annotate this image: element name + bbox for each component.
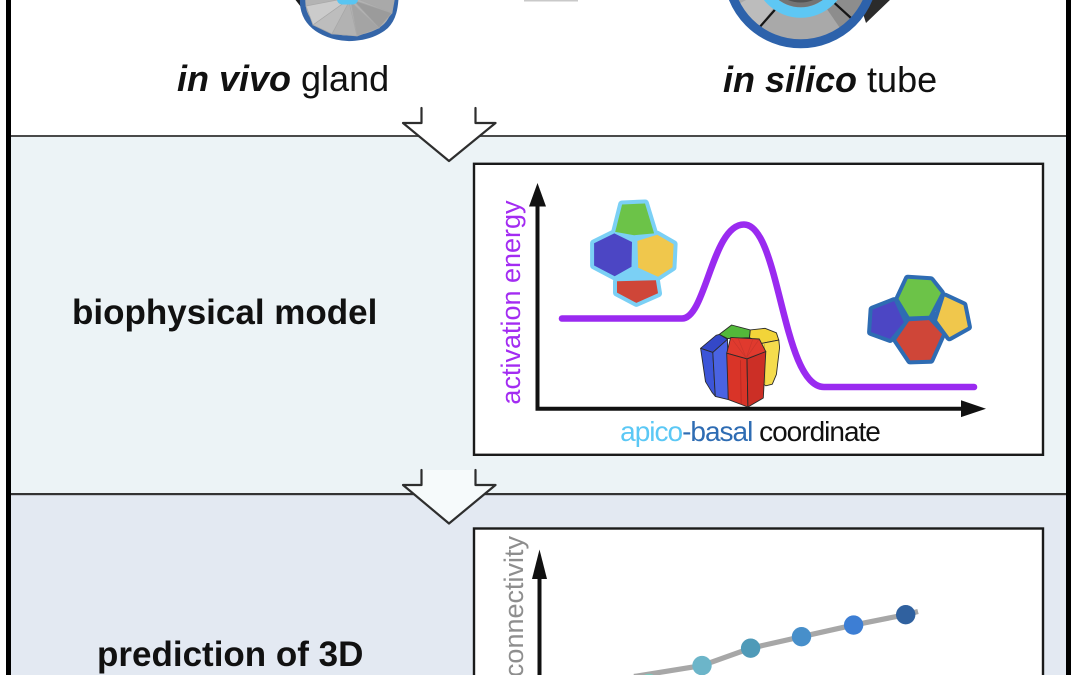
svg-text:in silico tube: in silico tube (723, 59, 937, 100)
svg-text:biophysical model: biophysical model (72, 293, 377, 332)
svg-text:apico-basal coordinate: apico-basal coordinate (620, 416, 880, 447)
svg-text:in vivo gland: in vivo gland (177, 58, 389, 99)
svg-text:prediction of 3D: prediction of 3D (97, 635, 363, 674)
svg-text:connectivity: connectivity (499, 536, 529, 675)
svg-text:activation energy: activation energy (496, 200, 526, 405)
